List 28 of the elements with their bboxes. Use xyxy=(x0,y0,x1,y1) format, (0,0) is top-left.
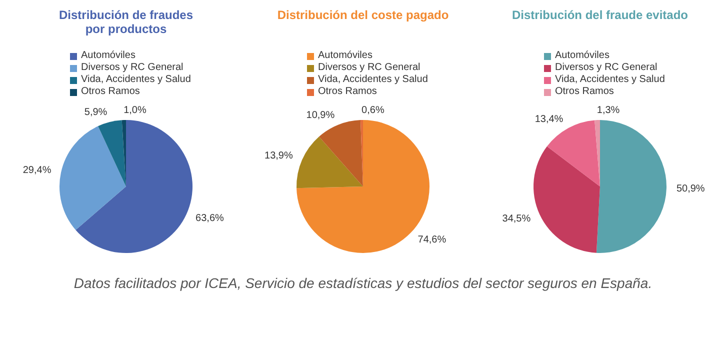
data-label: 0,6% xyxy=(362,104,384,116)
legend-label: Automóviles xyxy=(555,50,610,62)
legend-label: Vida, Accidentes y Salud xyxy=(318,74,428,86)
chart-title: Distribución del fraude evitado xyxy=(510,8,690,24)
data-label: 10,9% xyxy=(306,110,335,122)
legend-label: Automóviles xyxy=(81,50,136,62)
data-label: 50,9% xyxy=(676,183,705,194)
legend-label: Otros Ramos xyxy=(318,86,377,98)
legend-label: Diversos y RC General xyxy=(81,62,184,74)
data-label: 13,9% xyxy=(264,150,293,162)
data-label: 63,6% xyxy=(196,213,224,224)
text: Datos facilitados por ICEA, Servicio de estadísticas y estudios del sector seguros en España. xyxy=(72,275,654,291)
legend-label: Vida, Accidentes y Salud xyxy=(81,74,191,86)
data-label: 74,6% xyxy=(418,234,446,246)
legend-label: Diversos y RC General xyxy=(555,62,658,74)
data-label: 13,4% xyxy=(534,114,564,126)
data-label: 29,4% xyxy=(22,165,52,176)
chart-title: Distribución de fraudes por productos xyxy=(58,8,194,38)
legend-label: Otros Ramos xyxy=(555,86,614,98)
chart-title: Distribución del coste pagado xyxy=(276,8,450,24)
legend-label: Automóviles xyxy=(318,50,372,62)
data-label: 1,0% xyxy=(124,104,146,116)
legend-label: Vida, Accidentes y Salud xyxy=(555,74,665,86)
data-label: 1,3% xyxy=(596,104,620,116)
data-label: 5,9% xyxy=(84,107,108,118)
data-label: 34,5% xyxy=(502,213,531,224)
legend-label: Diversos y RC General xyxy=(318,62,420,74)
legend-label: Otros Ramos xyxy=(81,86,140,98)
